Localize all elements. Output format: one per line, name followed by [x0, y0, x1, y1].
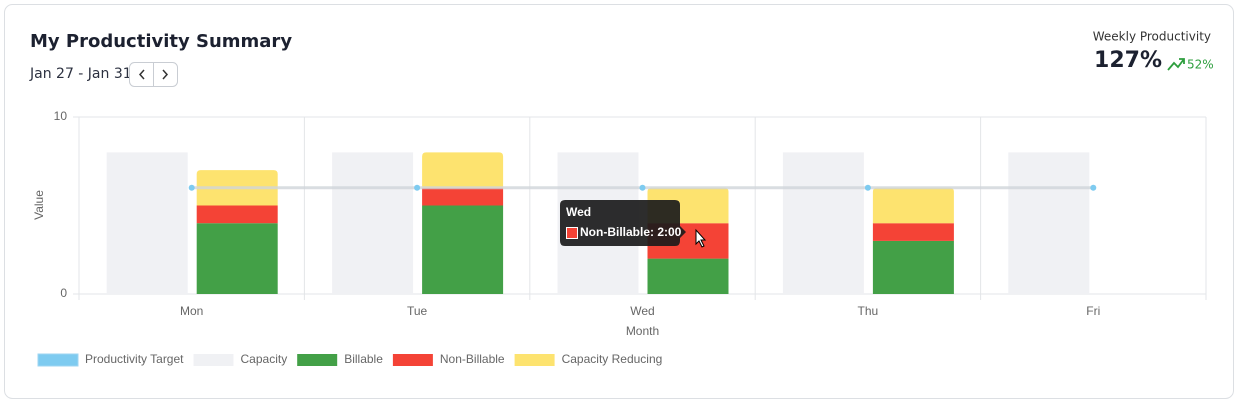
- legend-swatch: [392, 354, 433, 366]
- legend-swatch: [297, 354, 338, 366]
- bar: [422, 152, 504, 188]
- weekly-label: Weekly Productivity: [1093, 30, 1211, 44]
- weekly-value: 127%: [1094, 48, 1162, 73]
- legend-swatch: [37, 353, 79, 367]
- tooltip-swatch: [566, 227, 578, 239]
- change: 52%: [1187, 58, 1214, 72]
- target-point: [639, 184, 646, 191]
- target-point: [1090, 184, 1097, 191]
- legend-label: Capacity: [241, 352, 288, 366]
- cursor: [695, 228, 707, 248]
- nav-buttons: [129, 62, 178, 87]
- date-range: Jan 27 - Jan 31: [29, 66, 132, 82]
- target-point: [864, 184, 871, 191]
- bar: [332, 152, 414, 294]
- trend-icon: [1167, 58, 1185, 71]
- tooltip-label: Non-Billable: 2:00: [580, 225, 682, 239]
- bar: [106, 152, 188, 294]
- legend-label: Productivity Target: [85, 352, 184, 366]
- legend-swatch: [193, 354, 234, 366]
- legend-label: Capacity Reducing: [562, 352, 663, 366]
- bar: [872, 223, 954, 241]
- bar: [196, 205, 278, 224]
- title: My Productivity Summary: [30, 31, 292, 52]
- x-tick-label: Wed: [630, 304, 654, 318]
- y-tick-label: 10: [54, 109, 68, 123]
- prev-button[interactable]: [138, 69, 145, 80]
- x-tick-label: Fri: [1086, 304, 1100, 318]
- legend-label: Non-Billable: [440, 352, 505, 366]
- tooltip: Wed Non-Billable: 2:00: [560, 200, 686, 246]
- bar: [872, 240, 954, 294]
- bar: [782, 152, 864, 294]
- tooltip-box: [560, 200, 686, 246]
- tooltip-title: Wed: [566, 205, 591, 219]
- plot: 0 10 Mon Tue Wed Thu Fri Month Value Wed Non-Billa…: [32, 109, 1207, 367]
- bar: [422, 187, 504, 206]
- bar: [1008, 152, 1090, 294]
- y-axis-label: Value: [32, 190, 46, 220]
- bar: [196, 223, 278, 294]
- target-point: [188, 184, 195, 191]
- legend-label: Billable: [344, 352, 383, 366]
- x-tick-label: Mon: [180, 304, 203, 318]
- x-tick-label: Tue: [407, 304, 428, 318]
- y-tick-label: 0: [60, 286, 67, 300]
- legend-swatch: [514, 354, 555, 366]
- next-button[interactable]: [162, 69, 169, 80]
- bar: [647, 258, 729, 294]
- x-tick-label: Thu: [858, 304, 879, 318]
- bar: [872, 187, 954, 224]
- x-axis-label: Month: [626, 324, 659, 338]
- target-point: [414, 184, 421, 191]
- bar: [422, 205, 504, 294]
